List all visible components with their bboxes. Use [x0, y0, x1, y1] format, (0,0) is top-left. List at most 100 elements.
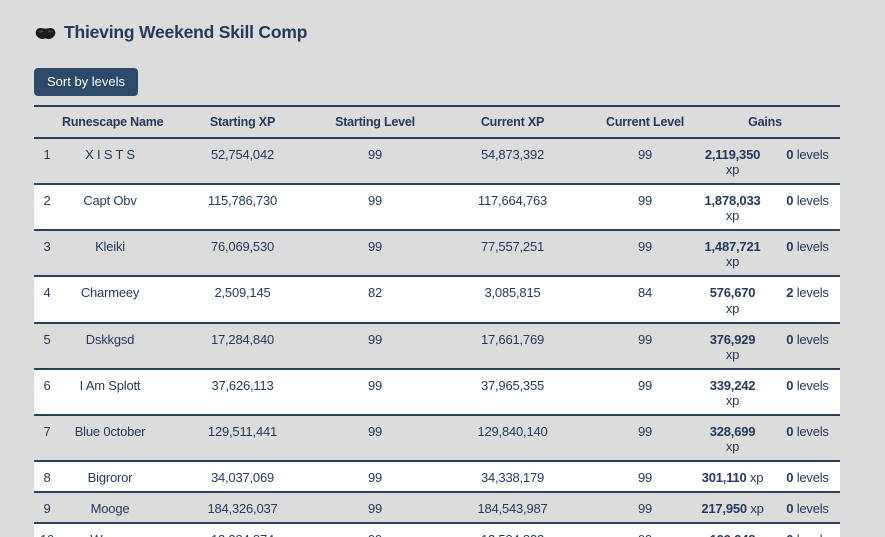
gains-levels-cell: 2 levels [786, 285, 829, 301]
starting-level-cell: 99 [367, 423, 383, 439]
current-level-cell: 99 [637, 423, 653, 439]
table-row: 6 I Am Splott 37,626,113 99 37,965,355 99 339,… [34, 368, 840, 415]
table-row: 5 Dskkgsd 17,284,840 99 17,661,769 99 376,929 x… [34, 323, 840, 369]
starting-level-cell: 99 [367, 193, 383, 209]
gains-levels-cell: 0 levels [786, 147, 829, 162]
table-row: 4 Charmeey 2,509,145 82 3,085,815 84 576,670 xp… [34, 276, 840, 323]
starting-xp-cell: 52,754,042 [210, 147, 275, 162]
current-xp-cell: 17,661,769 [480, 331, 545, 347]
current-xp-cell: 3,085,815 [484, 285, 541, 301]
starting-level-cell: 82 [367, 285, 383, 301]
current-level-cell: 99 [637, 239, 653, 255]
gains-xp-cell: 1,487,721 xp [704, 239, 761, 270]
table-row: 1 X I S T S 52,754,042 99 54,873,392 99 2,119,… [34, 138, 840, 185]
rank-cell: 8 [43, 470, 51, 486]
starting-level-cell: 99 [325, 523, 425, 537]
current-xp-cell: 37,965,355 [480, 377, 545, 393]
name-cell: Blue 0ctober [74, 423, 146, 439]
gains-levels-cell: 0 levels [786, 331, 829, 347]
starting-level-cell: 99 [367, 377, 383, 393]
name-cell: I Am Splott [79, 377, 141, 393]
table-row: 2 Capt Obv 115,786,730 99 117,664,763 99 1,878… [34, 184, 840, 231]
starting-xp-cell: 2,509,145 [214, 285, 271, 301]
rank-cell: 5 [43, 331, 51, 347]
name-cell: Charmeey [80, 285, 140, 301]
current-level-cell: 99 [637, 470, 653, 486]
gains-levels-cell: 0 levels [775, 523, 840, 537]
gains-xp-cell: 301,110 xp [701, 470, 764, 486]
name-cell: X I S T S [85, 147, 135, 162]
starting-xp-cell: 115,786,730 [207, 193, 278, 209]
current-level-cell: 99 [600, 523, 690, 537]
gains-xp-cell: 199,948xp [690, 523, 775, 537]
starting-xp-cell: 13,384,874 [160, 523, 325, 537]
table-row: 7 Blue 0ctober 129,511,441 99 129,840,140 99 3… [34, 415, 840, 462]
current-level-cell: 84 [637, 285, 653, 301]
gains-xp-cell: 339,242 xp [709, 377, 756, 408]
name-cell: Kleiki [95, 239, 125, 255]
starting-xp-cell: 37,626,113 [211, 377, 274, 393]
gains-levels-cell: 0 levels [786, 239, 829, 255]
rank-cell: 9 [43, 501, 51, 517]
rank-cell: 6 [43, 377, 51, 393]
current-level-cell: 99 [637, 193, 653, 209]
name-cell: Wuups [60, 523, 160, 537]
current-level-column-header: Current Level [600, 105, 690, 139]
rank-cell: 7 [43, 423, 51, 439]
gains-levels-cell: 0 levels [786, 193, 829, 209]
starting-xp-cell: 76,069,530 [210, 239, 275, 255]
rank-cell: 4 [43, 285, 51, 301]
starting-level-cell: 99 [367, 501, 383, 517]
table-row: 10Wuups13,384,8749913,584,82299199,948xp… [34, 523, 840, 537]
current-level-cell: 99 [637, 147, 653, 162]
current-xp-column-header: Current XP [425, 105, 600, 139]
current-xp-cell: 129,840,140 [477, 423, 548, 439]
starting-level-column-header: Starting Level [325, 105, 425, 139]
gains-xp-cell: 376,929 xp [709, 331, 756, 362]
starting-level-cell: 99 [367, 147, 383, 162]
name-cell: Dskkgsd [85, 331, 135, 347]
starting-xp-cell: 17,284,840 [210, 331, 275, 347]
thieving-mask-icon [34, 26, 57, 40]
name-cell: Bigroror [87, 470, 133, 486]
table-row: 8 Bigroror 34,037,069 99 34,338,179 99 301,110… [34, 461, 840, 493]
current-xp-cell: 184,543,987 [477, 501, 548, 517]
starting-level-cell: 99 [367, 239, 383, 255]
current-level-cell: 99 [637, 331, 653, 347]
table-header-row: Runescape Name Starting XP Starting Leve… [34, 105, 840, 139]
gains-xp-cell: 1,878,033 xp [704, 193, 761, 224]
current-xp-cell: 117,664,763 [477, 193, 548, 209]
starting-xp-cell: 184,326,037 [207, 501, 278, 517]
starting-xp-cell: 34,037,069 [210, 470, 275, 486]
rank-cell: 1 [43, 147, 51, 162]
table-row: 3 Kleiki 76,069,530 99 77,557,251 99 1,487,721… [34, 230, 840, 277]
gains-xp-cell: 217,950 xp [701, 501, 764, 517]
table-row: 9 Mooge 184,326,037 99 184,543,987 99 217,950 … [34, 492, 840, 524]
name-cell: Capt Obv [83, 193, 137, 209]
gains-levels-cell: 0 levels [786, 470, 829, 486]
starting-xp-cell: 129,511,441 [207, 423, 278, 439]
current-level-cell: 99 [637, 501, 653, 517]
gains-xp-cell: 576,670 xp [709, 285, 756, 316]
gains-levels-cell: 0 levels [786, 501, 829, 517]
current-level-cell: 99 [637, 377, 653, 393]
current-xp-cell: 54,873,392 [480, 147, 545, 162]
rank-cell: 10 [34, 523, 60, 537]
gains-column-header: Gains [690, 105, 840, 139]
gains-xp-cell: 328,699 xp [709, 423, 756, 455]
sort-by-levels-button[interactable]: Sort by levels [34, 68, 139, 96]
current-xp-cell: 34,338,179 [480, 470, 545, 486]
page-header: Thieving Weekend Skill Comp [34, 22, 840, 43]
name-cell: Mooge [90, 501, 130, 517]
name-column-header: Runescape Name [60, 105, 164, 139]
rank-cell: 2 [43, 193, 51, 209]
rank-cell: 3 [43, 239, 51, 255]
gains-levels-cell: 0 levels [786, 423, 829, 439]
gains-xp-cell: 2,119,350 xp [704, 147, 761, 178]
rank-column-header [34, 105, 60, 139]
gains-levels-cell: 0 levels [786, 377, 829, 393]
starting-level-cell: 99 [367, 331, 383, 347]
starting-level-cell: 99 [367, 470, 383, 486]
starting-xp-column-header: Starting XP [160, 105, 325, 139]
